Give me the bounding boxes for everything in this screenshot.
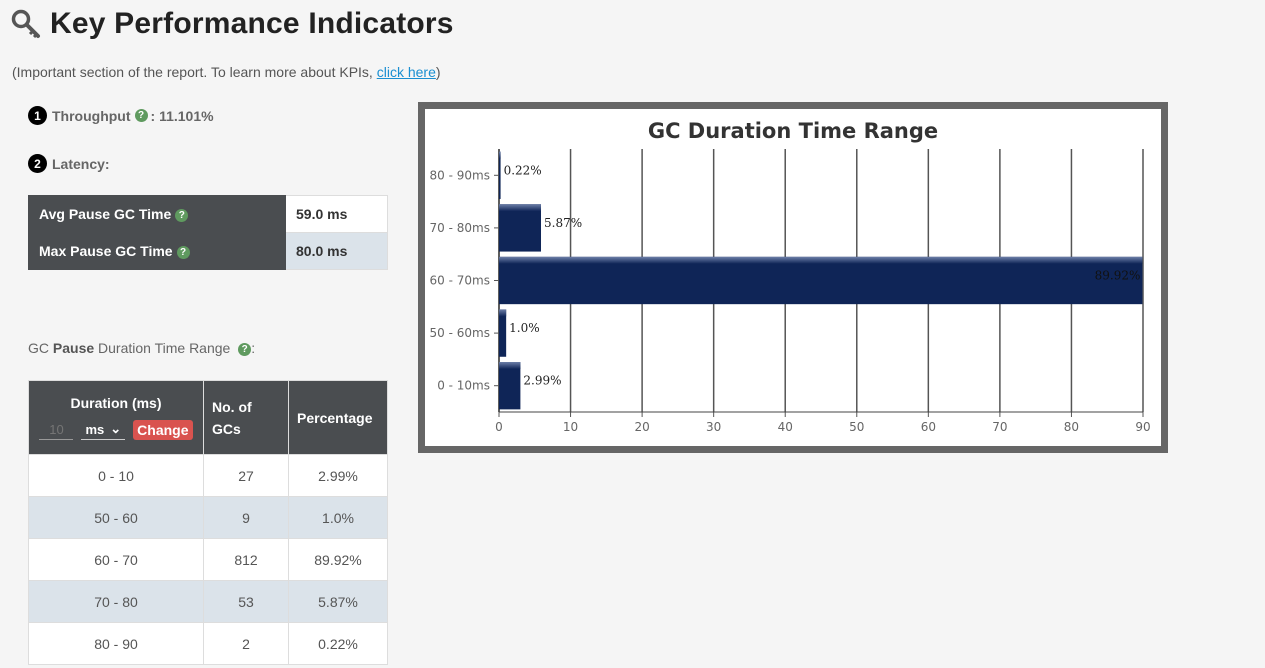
help-icon[interactable]: ? [238, 342, 252, 356]
duration-header-label: Duration (ms) [70, 395, 162, 411]
chart-canvas: GC Duration Time Range 0 10 20 30 40 50 60 70 80… [430, 119, 1151, 434]
max-pause-label: Max Pause GC Time [39, 243, 173, 259]
chart-title: GC Duration Time Range [648, 119, 938, 143]
count-cell: 2 [203, 622, 289, 665]
help-icon[interactable]: ? [134, 109, 148, 122]
chart-bar [499, 151, 501, 199]
percent-cell: 2.99% [288, 454, 388, 497]
percent-cell: 89.92% [288, 538, 388, 581]
latency-label: Latency: [52, 155, 110, 172]
gc-duration-chart: GC Duration Time Range 0 10 20 30 40 50 60 70 80… [418, 102, 1168, 453]
subtitle-end: ) [435, 64, 441, 80]
y-tick-label: 70 - 80ms [430, 221, 490, 235]
percent-cell: 0.22% [288, 622, 388, 665]
throughput-label: Throughput [52, 107, 131, 124]
chart-bar [499, 362, 521, 410]
duration-range-table: Duration (ms) ms ⌄ Change No. of GCs Perce… [28, 380, 388, 665]
unit-select[interactable]: ms ⌄ [81, 419, 126, 440]
avg-pause-label: Avg Pause GC Time [39, 206, 172, 222]
count-header-line2: GCs [212, 420, 241, 437]
x-tick-label: 80 [1064, 420, 1079, 434]
y-tick-label: 0 - 10ms [437, 379, 490, 393]
count-cell: 53 [203, 580, 289, 623]
x-tick-label: 50 [849, 420, 864, 434]
step-badge-1: 1 [28, 106, 47, 125]
latency-row: 2 Latency: [28, 154, 110, 173]
data-label: 0.22% [504, 163, 542, 177]
chart-bar-highlight [499, 362, 521, 370]
duration-controls: ms ⌄ Change [37, 419, 195, 440]
x-tick-label: 70 [992, 420, 1007, 434]
table-row: Avg Pause GC Time? 59.0 ms [28, 195, 388, 233]
chevron-down-icon: ⌄ [110, 421, 122, 436]
subtitle-text: (Important section of the report. To lea… [12, 64, 377, 80]
percent-cell: 1.0% [288, 496, 388, 539]
throughput-value: : 11.101% [150, 107, 214, 124]
chart-bar-highlight [499, 256, 1143, 264]
range-caption: GC Pause Duration Time Range ?: [28, 340, 255, 356]
throughput-row: 1 Throughput ? : 11.101% [28, 106, 214, 125]
caption-prefix: GC [28, 340, 53, 356]
table-header-row: Duration (ms) ms ⌄ Change No. of GCs Perce… [28, 380, 388, 455]
percentage-header: Percentage [288, 380, 388, 455]
max-pause-value: 80.0 ms [285, 232, 388, 270]
table-row: 50 - 60 9 1.0% [28, 496, 388, 539]
chart-bar-highlight [499, 309, 507, 317]
help-icon[interactable]: ? [176, 245, 190, 259]
unit-select-value: ms [85, 421, 105, 437]
chart-bar [499, 204, 542, 252]
data-label: 5.87% [544, 216, 582, 230]
x-tick-label: 0 [495, 420, 503, 434]
range-cell: 50 - 60 [28, 496, 204, 539]
page-subtitle: (Important section of the report. To lea… [12, 64, 441, 80]
y-tick-label: 80 - 90ms [430, 168, 490, 182]
count-header-line1: No. of [212, 398, 252, 415]
count-header: No. of GCs [203, 380, 289, 455]
x-tick-label: 60 [921, 420, 936, 434]
latency-table: Avg Pause GC Time? 59.0 ms Max Pause GC … [28, 195, 388, 270]
caption-bold: Pause [52, 340, 95, 356]
data-label: 2.99% [523, 374, 561, 388]
kpi-help-link[interactable]: click here [376, 64, 436, 80]
range-cell: 0 - 10 [28, 454, 204, 497]
y-tick-label: 50 - 60ms [430, 326, 490, 340]
avg-pause-value: 59.0 ms [285, 195, 388, 233]
count-cell: 27 [203, 454, 289, 497]
table-row: 70 - 80 53 5.87% [28, 580, 388, 623]
count-cell: 9 [203, 496, 289, 539]
table-row: Max Pause GC Time? 80.0 ms [28, 232, 388, 270]
range-cell: 70 - 80 [28, 580, 204, 623]
caption-end: : [251, 340, 256, 356]
chart-bar-highlight [499, 151, 501, 159]
help-icon[interactable]: ? [175, 208, 189, 222]
page-title: Key Performance Indicators [50, 7, 454, 40]
table-row: 60 - 70 812 89.92% [28, 538, 388, 581]
change-button[interactable]: Change [133, 419, 193, 440]
chart-bar-highlight [499, 204, 542, 212]
caption-suffix: Duration Time Range [94, 340, 231, 356]
x-tick-label: 30 [706, 420, 721, 434]
page-header: Key Performance Indicators [10, 4, 454, 44]
x-tick-label: 10 [563, 420, 578, 434]
x-tick-label: 90 [1135, 420, 1150, 434]
max-pause-label-cell: Max Pause GC Time? [28, 232, 286, 270]
data-label: 89.92% [1095, 269, 1141, 283]
table-row: 80 - 90 2 0.22% [28, 622, 388, 665]
duration-input[interactable] [39, 419, 74, 440]
key-icon [11, 9, 40, 39]
avg-pause-label-cell: Avg Pause GC Time? [28, 195, 286, 233]
range-cell: 60 - 70 [28, 538, 204, 581]
range-cell: 80 - 90 [28, 622, 204, 665]
table-row: 0 - 10 27 2.99% [28, 454, 388, 497]
y-tick-label: 60 - 70ms [430, 274, 490, 288]
count-cell: 812 [203, 538, 289, 581]
step-badge-2: 2 [28, 154, 47, 173]
percent-cell: 5.87% [288, 580, 388, 623]
chart-bar [499, 256, 1143, 305]
duration-header: Duration (ms) ms ⌄ Change [28, 380, 204, 455]
chart-bar [499, 309, 507, 357]
x-tick-label: 40 [778, 420, 793, 434]
x-tick-label: 20 [634, 420, 649, 434]
data-label: 1.0% [509, 321, 540, 335]
